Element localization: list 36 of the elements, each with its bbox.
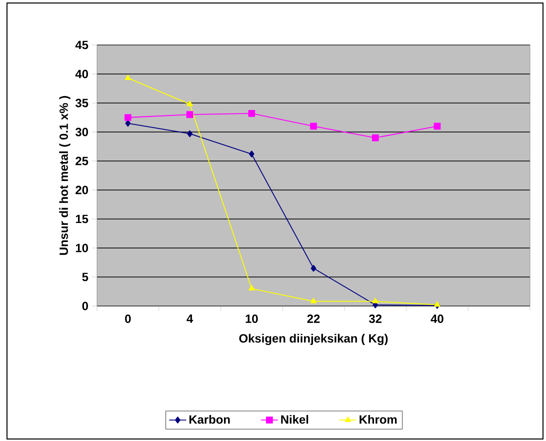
point (125, 120, 131, 127)
y-tick-label: 5 (82, 272, 88, 282)
y-tick-label: 30 (75, 128, 88, 136)
point (186, 100, 193, 106)
x-tick-label: 10 (246, 314, 258, 323)
x-tick-label: 4 (186, 314, 194, 323)
y-tick-label: 10 (76, 244, 88, 252)
point (248, 150, 254, 158)
y-tick-label: 35 (75, 98, 88, 108)
point (372, 298, 378, 304)
point (434, 122, 441, 130)
x-tick-label: 22 (307, 314, 320, 323)
legend-label: Khrom (360, 414, 397, 424)
y-tick-label: 45 (75, 40, 88, 50)
y-tick-label: 20 (76, 186, 88, 194)
y-axis-title: Unsur di hot metal ( 0.1 x% ) (59, 96, 70, 255)
y-tick-label: 40 (75, 70, 88, 78)
point (372, 134, 379, 142)
point (187, 130, 192, 138)
point (124, 114, 132, 121)
x-tick-label: 40 (430, 314, 444, 323)
y-tick-label: 0 (82, 302, 88, 310)
x-tick-label: 0 (125, 314, 131, 323)
y-tick-label: 15 (76, 214, 88, 224)
legend-label: Karbon (189, 414, 230, 424)
legend-label: Nikel (281, 414, 308, 424)
point (248, 285, 255, 291)
point (186, 111, 194, 118)
point (310, 122, 317, 130)
point (248, 110, 256, 117)
point (310, 298, 317, 304)
x-axis-title: Oksigen diinjeksikan ( Kg) (239, 334, 388, 346)
x-tick-label: 32 (368, 314, 382, 324)
y-tick-label: 25 (76, 156, 88, 166)
point (124, 74, 131, 80)
point (310, 264, 316, 272)
